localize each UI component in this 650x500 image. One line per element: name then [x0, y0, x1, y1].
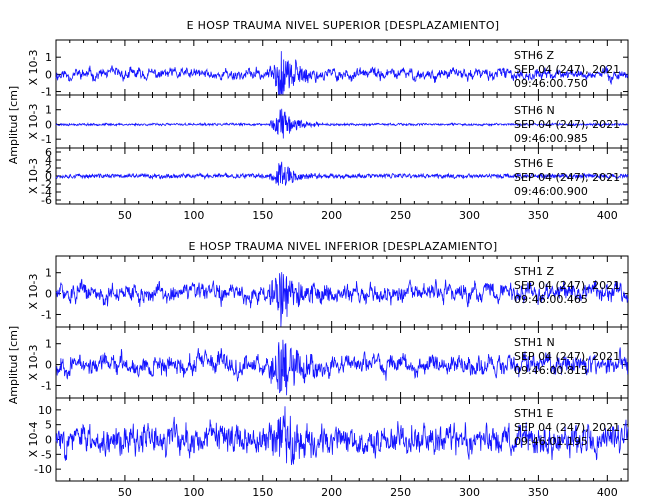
scale-label: X 10-3	[27, 274, 40, 310]
waveform-trace	[55, 272, 629, 328]
y-tick-label: 0	[45, 434, 52, 447]
y-tick-label: 2	[45, 162, 52, 175]
record-date-label: SEP 04 (247), 2021	[514, 279, 620, 292]
y-tick-label: -5	[41, 448, 52, 461]
waveform-trace	[55, 51, 629, 96]
y-tick-label: 1	[45, 51, 52, 64]
y-tick-label: 1	[45, 267, 52, 280]
y-tick-label: 0	[45, 118, 52, 131]
x-tick-label: 300	[459, 486, 480, 499]
y-tick-label: 0	[45, 68, 52, 81]
x-tick-label: 300	[459, 209, 480, 222]
scale-label: X 10-4	[27, 422, 40, 458]
y-tick-label: -1	[41, 86, 52, 99]
lower-level-panel-group: E HOSP TRAUMA NIVEL INFERIOR [DESPLAZAMI…	[7, 240, 629, 499]
x-tick-label: 400	[597, 209, 618, 222]
x-tick-label: 350	[528, 209, 549, 222]
station-channel-label: STH6 N	[514, 104, 555, 117]
y-tick-label: 0	[45, 170, 52, 183]
y-tick-label: 10	[38, 404, 52, 417]
y-tick-label: -6	[41, 194, 52, 207]
record-date-label: SEP 04 (247), 2021	[514, 63, 620, 76]
x-tick-label: 100	[183, 486, 204, 499]
y-tick-label: 1	[45, 104, 52, 117]
y-tick-label: 0	[45, 288, 52, 301]
upper-level-panel-group: E HOSP TRAUMA NIVEL SUPERIOR [DESPLAZAMI…	[7, 19, 629, 222]
x-tick-label: 150	[252, 209, 273, 222]
y-tick-label: 4	[45, 154, 52, 167]
lower-level-ylabel: Amplitud [cm]	[7, 326, 20, 404]
y-tick-label: -4	[41, 186, 52, 199]
y-tick-label: -1	[41, 308, 52, 321]
waveform-trace	[55, 108, 629, 139]
station-channel-label: STH1 E	[514, 407, 553, 420]
record-time-label: 09:46:00.985	[514, 132, 588, 145]
waveform-trace	[55, 161, 629, 186]
upper-level-ylabel: Amplitud [cm]	[7, 86, 20, 164]
upper-level-title: E HOSP TRAUMA NIVEL SUPERIOR [DESPLAZAMI…	[187, 19, 500, 32]
scale-label: X 10-3	[27, 158, 40, 194]
x-tick-label: 50	[118, 486, 132, 499]
station-channel-label: STH1 Z	[514, 265, 554, 278]
y-tick-label: -10	[34, 463, 52, 476]
scale-label: X 10-3	[27, 50, 40, 86]
station-channel-label: STH6 E	[514, 157, 553, 170]
record-date-label: SEP 04 (247), 2021	[514, 171, 620, 184]
y-tick-label: 0	[45, 359, 52, 372]
record-time-label: 09:46:01.195	[514, 435, 588, 448]
x-tick-label: 50	[118, 209, 132, 222]
record-date-label: SEP 04 (247), 2021	[514, 421, 620, 434]
waveform-trace	[55, 339, 629, 396]
record-time-label: 09:46:00.900	[514, 185, 588, 198]
y-tick-label: -1	[41, 379, 52, 392]
station-channel-label: STH1 N	[514, 336, 555, 349]
record-time-label: 09:46:00.750	[514, 77, 588, 90]
x-tick-label: 250	[390, 486, 411, 499]
y-tick-label: -2	[41, 178, 52, 191]
y-tick-label: 5	[45, 419, 52, 432]
record-time-label: 09:46:00.815	[514, 364, 588, 377]
x-tick-label: 200	[321, 209, 342, 222]
x-tick-label: 150	[252, 486, 273, 499]
record-time-label: 09:46:00.465	[514, 293, 588, 306]
scale-label: X 10-3	[27, 345, 40, 381]
scale-label: X 10-3	[27, 104, 40, 140]
x-tick-label: 400	[597, 486, 618, 499]
x-tick-label: 100	[183, 209, 204, 222]
y-tick-label: 6	[45, 146, 52, 159]
y-tick-label: 1	[45, 338, 52, 351]
record-date-label: SEP 04 (247), 2021	[514, 350, 620, 363]
x-tick-label: 350	[528, 486, 549, 499]
lower-level-title: E HOSP TRAUMA NIVEL INFERIOR [DESPLAZAMI…	[189, 240, 498, 253]
record-date-label: SEP 04 (247), 2021	[514, 118, 620, 131]
y-tick-label: -1	[41, 133, 52, 146]
x-tick-label: 250	[390, 209, 411, 222]
x-tick-label: 200	[321, 486, 342, 499]
station-channel-label: STH6 Z	[514, 49, 554, 62]
waveform-trace	[55, 406, 629, 466]
